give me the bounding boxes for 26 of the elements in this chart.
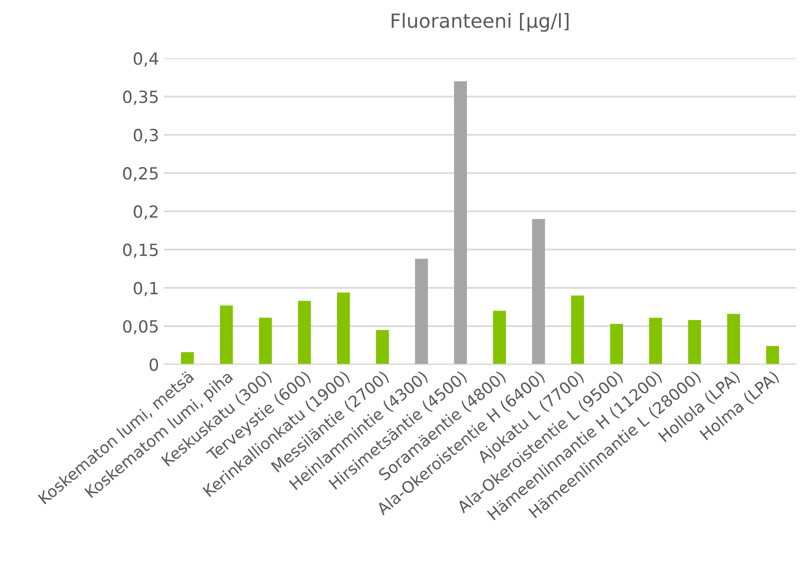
bar bbox=[298, 300, 311, 364]
bar bbox=[337, 292, 350, 364]
bar bbox=[571, 296, 584, 364]
y-tick-label: 0,35 bbox=[123, 90, 158, 105]
y-tick-label: 0 bbox=[150, 358, 158, 371]
chart-title: Fluoranteeni [µg/l] bbox=[392, 12, 568, 32]
y-tick-label: 0,1 bbox=[134, 282, 158, 296]
bar bbox=[220, 305, 233, 364]
bar bbox=[532, 218, 545, 364]
bar bbox=[610, 324, 623, 364]
bar bbox=[454, 81, 467, 364]
y-tick-label: 0,3 bbox=[134, 128, 158, 144]
bar bbox=[376, 330, 389, 364]
bar bbox=[415, 258, 428, 364]
bar bbox=[649, 318, 662, 364]
y-tick-label: 0,2 bbox=[134, 205, 158, 220]
y-tick-label: 0,4 bbox=[134, 52, 158, 67]
y-tick-label: 0,15 bbox=[123, 244, 158, 258]
y-tick-label: 0,25 bbox=[123, 167, 158, 182]
bar bbox=[688, 320, 702, 364]
y-tick-label: 0,05 bbox=[123, 320, 158, 334]
bar bbox=[766, 346, 780, 364]
bar bbox=[258, 318, 272, 364]
bar bbox=[727, 314, 740, 364]
bar bbox=[493, 310, 506, 364]
bar bbox=[180, 352, 194, 364]
